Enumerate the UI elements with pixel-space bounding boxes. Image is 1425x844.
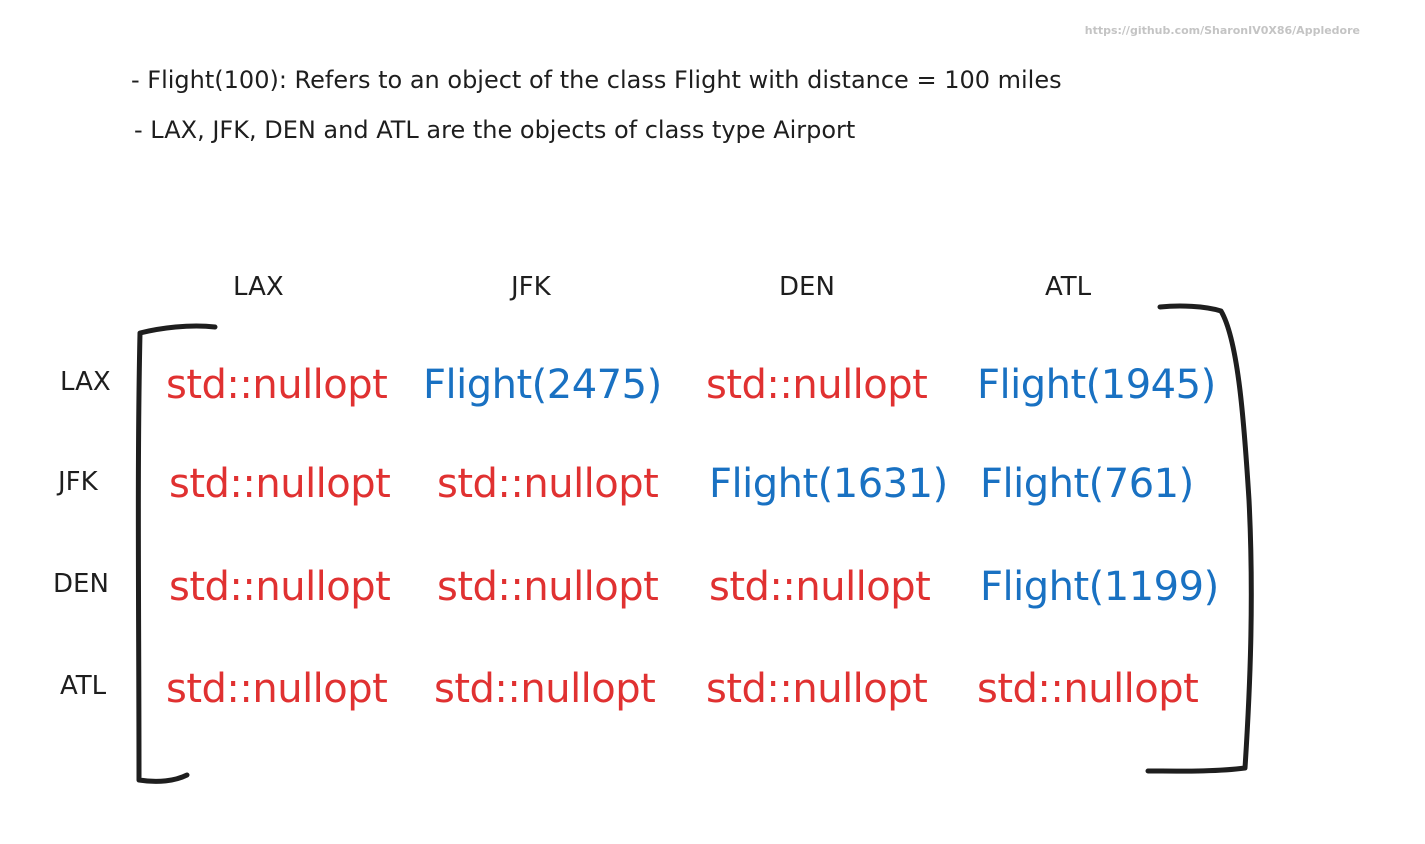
cell-jfk-lax: std::nullopt <box>169 461 391 507</box>
cell-lax-atl: Flight(1945) <box>977 362 1216 408</box>
row-header-jfk: JFK <box>58 467 98 497</box>
note-airport-definition: - LAX, JFK, DEN and ATL are the objects … <box>134 116 856 144</box>
cell-atl-den: std::nullopt <box>706 666 928 712</box>
cell-jfk-den: Flight(1631) <box>709 461 948 507</box>
row-header-den: DEN <box>53 569 109 599</box>
row-header-atl: ATL <box>60 671 107 701</box>
watermark-url: https://github.com/SharonIV0X86/Appledor… <box>1084 24 1360 37</box>
cell-jfk-atl: Flight(761) <box>980 461 1194 507</box>
cell-atl-jfk: std::nullopt <box>434 666 656 712</box>
cell-den-jfk: std::nullopt <box>437 564 659 610</box>
column-header-atl: ATL <box>1045 272 1092 302</box>
row-header-lax: LAX <box>60 367 111 397</box>
cell-den-atl: Flight(1199) <box>980 564 1219 610</box>
cell-lax-lax: std::nullopt <box>166 362 388 408</box>
cell-lax-den: std::nullopt <box>706 362 928 408</box>
left-bracket <box>135 323 218 784</box>
right-bracket <box>1145 303 1254 774</box>
cell-atl-atl: std::nullopt <box>977 666 1199 712</box>
cell-atl-lax: std::nullopt <box>166 666 388 712</box>
cell-lax-jfk: Flight(2475) <box>423 362 662 408</box>
cell-jfk-jfk: std::nullopt <box>437 461 659 507</box>
note-flight-definition: - Flight(100): Refers to an object of th… <box>131 66 1062 94</box>
column-header-lax: LAX <box>233 272 284 302</box>
column-header-jfk: JFK <box>511 272 551 302</box>
column-header-den: DEN <box>779 272 835 302</box>
cell-den-den: std::nullopt <box>709 564 931 610</box>
cell-den-lax: std::nullopt <box>169 564 391 610</box>
